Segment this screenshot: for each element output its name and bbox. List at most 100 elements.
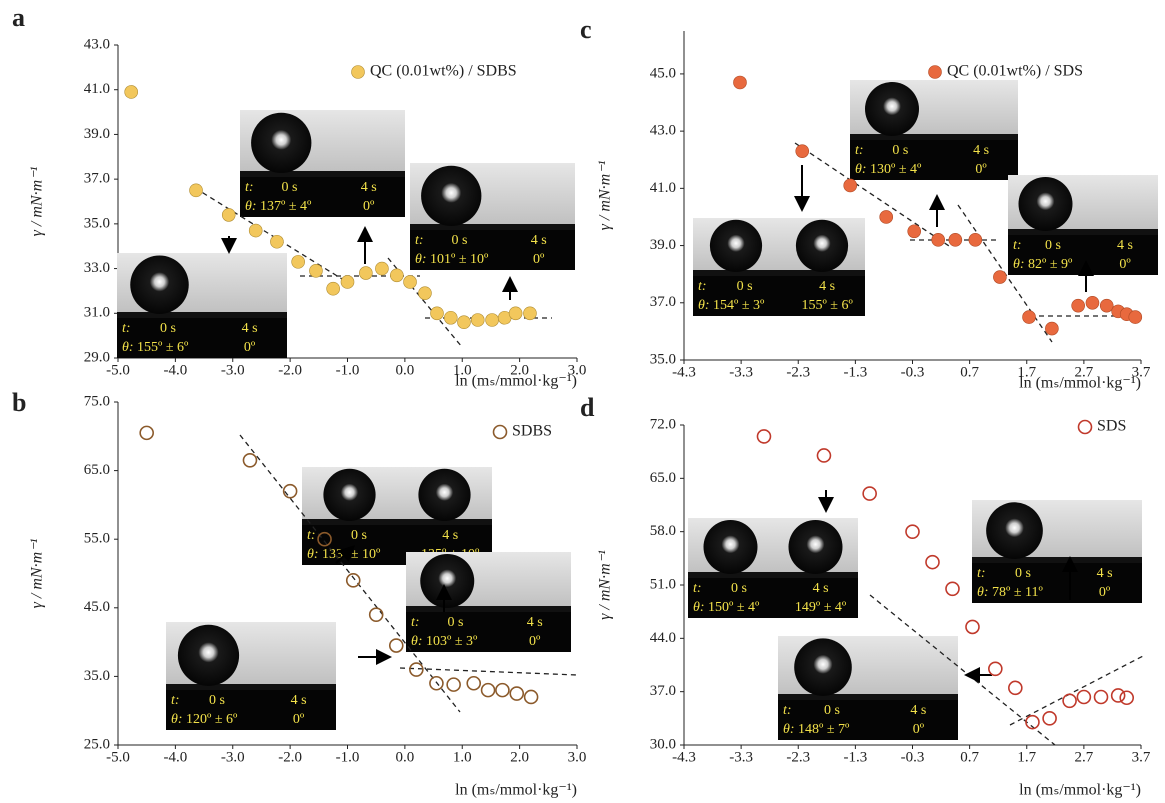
y-tick-label: 35.0 (84, 215, 110, 231)
data-point (965, 619, 980, 635)
y-tick-label: 65.0 (84, 462, 110, 478)
inset: t: 0 s 4 s θ: 137º ± 4º 0º (240, 110, 405, 217)
inset-angle: 0º (1119, 257, 1131, 272)
legend-marker (492, 424, 508, 440)
inset-strip (850, 140, 1018, 180)
x-tick-label: -3.0 (221, 362, 245, 378)
data-point (1042, 711, 1057, 726)
inset-substrate (850, 134, 1018, 140)
data-point (189, 183, 203, 198)
inset-theta-label: θ: (1013, 257, 1025, 272)
inset-time: 0 s (209, 693, 225, 708)
inset-time: 0 s (731, 581, 747, 596)
data-point (418, 286, 432, 300)
droplet (420, 554, 475, 608)
inset: t: 0 s 4 s θ: 154º ± 3º 155º ± 6º (693, 218, 865, 316)
fit-line (239, 434, 461, 713)
y-tick-label: 39.0 (84, 126, 110, 142)
inset-time: 4 s (910, 703, 926, 718)
data-point (124, 85, 138, 99)
data-point (429, 675, 444, 691)
y-tick-label: 37.0 (84, 171, 110, 187)
data-point (248, 223, 263, 238)
data-point (816, 448, 832, 463)
inset-angle: 0º (529, 634, 541, 649)
data-point (523, 689, 539, 705)
x-axis-title: ln (mₛ/mmol·kg⁻¹) (1019, 782, 1141, 799)
inset-time: 4 s (1117, 238, 1133, 253)
x-tick-label: 0.7 (960, 364, 979, 380)
inset-theta-label: θ: (977, 585, 989, 600)
inset-substrate (302, 519, 492, 525)
data-point (270, 234, 284, 249)
inset-angle: 154º ± 3º (713, 298, 765, 313)
inset-t-label: t: (698, 279, 707, 294)
droplet (177, 624, 240, 687)
inset-substrate (688, 572, 858, 578)
inset-strip (406, 612, 571, 652)
x-tick-label: 2.7 (1075, 364, 1094, 380)
inset-substrate (693, 270, 865, 276)
data-point (375, 261, 389, 276)
inset-time: 4 s (361, 180, 377, 195)
inset-substrate (972, 557, 1142, 563)
x-tick-label: -4.0 (164, 749, 188, 765)
x-tick-label: 3.0 (568, 749, 587, 765)
droplet (795, 219, 849, 272)
x-tick-label: -1.0 (336, 362, 360, 378)
x-tick-label: 3.0 (568, 362, 587, 378)
data-point (733, 75, 747, 90)
inset-time: 0 s (351, 528, 367, 543)
droplet (709, 219, 763, 272)
data-point (948, 233, 963, 247)
inset-strip (972, 563, 1142, 603)
legend-label: SDS (1097, 418, 1126, 435)
y-tick-label: 41.0 (84, 81, 110, 97)
x-tick-label: -0.3 (901, 364, 925, 380)
legend-marker (928, 65, 942, 79)
inset-angle: 0º (244, 340, 256, 355)
inset: t: 0 s 4 s θ: 82º ± 9º 0º (1008, 175, 1158, 275)
inset-angle: 149º ± 4º (795, 600, 847, 615)
x-axis-title: ln (mₛ/mmol·kg⁻¹) (1019, 375, 1141, 392)
inset: t: 0 s 4 s θ: 103º ± 3º 0º (406, 552, 571, 652)
data-point (480, 682, 496, 698)
inset-strip (240, 177, 405, 217)
inset: t: 0 s 4 s θ: 155º ± 6º 0º (117, 253, 287, 358)
data-point (495, 682, 510, 698)
data-point (1093, 689, 1109, 705)
inset-theta-label: θ: (171, 712, 183, 727)
x-tick-label: -2.0 (278, 749, 302, 765)
data-point (221, 208, 236, 222)
inset: t: 0 s 4 s θ: 101º ± 10º 0º (410, 163, 575, 270)
inset-t-label: t: (415, 233, 424, 248)
y-tick-label: 43.0 (84, 36, 110, 52)
inset-t-label: t: (1013, 238, 1022, 253)
data-point (282, 483, 298, 499)
data-point (403, 275, 417, 289)
data-point (1085, 295, 1100, 310)
data-point (291, 255, 305, 269)
y-tick-label: 30.0 (650, 736, 676, 752)
inset-t-label: t: (783, 703, 792, 718)
x-tick-label: 3.7 (1132, 364, 1151, 380)
inset-angle: 0º (913, 722, 925, 737)
data-point (1099, 298, 1114, 313)
data-point (756, 429, 772, 444)
inset-theta-label: θ: (122, 340, 134, 355)
inset-strip (117, 318, 287, 358)
legend-label: QC (0.01wt%) / SDBS (370, 63, 517, 80)
inset-time: 0 s (160, 321, 176, 336)
inset: t: 0 s 4 s θ: 150º ± 4º 149º ± 4º (688, 518, 858, 618)
inset-time: 4 s (531, 233, 547, 248)
x-tick-label: 2.0 (510, 362, 529, 378)
inset-angle: 148º ± 7º (798, 722, 850, 737)
data-point (317, 531, 332, 547)
inset-time: 4 s (813, 581, 829, 596)
x-tick-label: -3.3 (729, 749, 753, 765)
y-tick-label: 31.0 (84, 305, 110, 321)
x-tick-label: -1.0 (336, 749, 360, 765)
x-axis-title: ln (mₛ/mmol·kg⁻¹) (455, 373, 577, 390)
data-point (466, 675, 482, 691)
droplet (323, 468, 376, 521)
